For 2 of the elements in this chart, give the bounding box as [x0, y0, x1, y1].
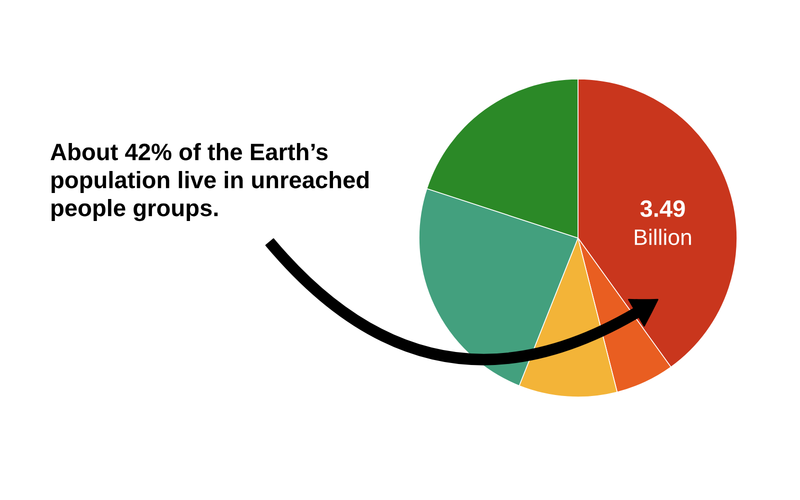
text: About 42% of the Earth’s population live in unreached people groups. — [50, 143, 369, 222]
data-label: 3.49 Billion — [634, 200, 691, 246]
